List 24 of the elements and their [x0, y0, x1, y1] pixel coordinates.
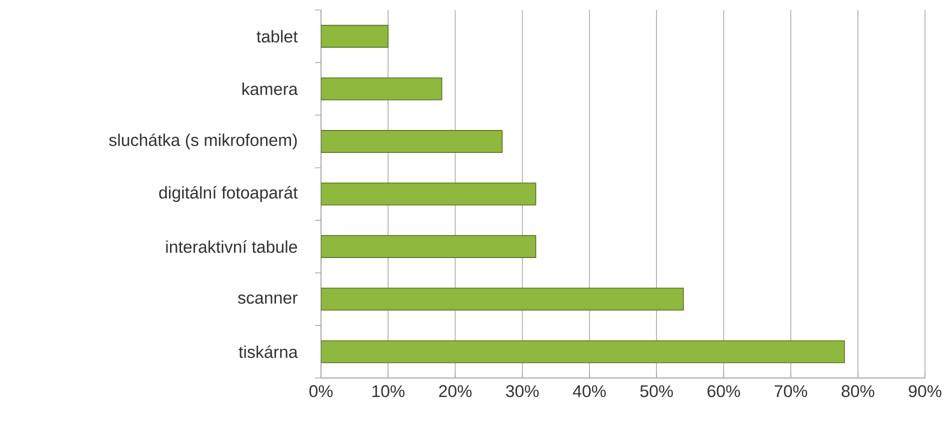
x-tick-label: 20% [439, 385, 472, 398]
x-tick-label: 60% [708, 385, 740, 398]
y-tick-label: tiskárna [238, 345, 298, 358]
bar [321, 340, 845, 364]
x-tick-label: 0% [309, 385, 333, 398]
y-tick-label: sluchátka (s mikrofonem) [109, 133, 297, 150]
x-tick-label: 80% [842, 385, 874, 398]
bar [321, 182, 536, 206]
x-tick-label: 30% [506, 385, 539, 398]
x-tick-label: 70% [774, 385, 808, 398]
x-tick-label: 10% [372, 385, 404, 398]
y-tick-label: interaktivní tabule [166, 240, 298, 253]
y-tick-label: kamera [242, 82, 298, 96]
y-tick-label: scanner [238, 294, 298, 304]
y-tick-label: digitální fotoaparát [159, 186, 298, 202]
bar [321, 24, 389, 48]
x-tick-label: 40% [572, 385, 606, 398]
bar [321, 288, 684, 311]
x-tick-label: 90% [908, 385, 942, 398]
bar [321, 235, 536, 258]
bar [321, 77, 442, 100]
x-tick-label: 50% [640, 385, 673, 398]
y-tick-label: tablet [256, 30, 298, 43]
bar [321, 130, 503, 153]
